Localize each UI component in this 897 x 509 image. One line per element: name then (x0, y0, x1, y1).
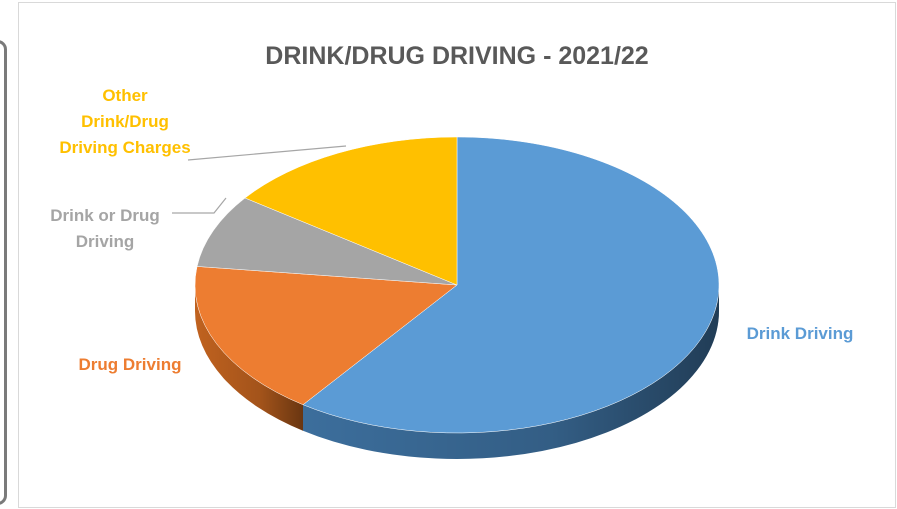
pie-slice-drink-driving (302, 136, 720, 434)
data-label-drink-driving: Drink Driving (747, 324, 854, 343)
pie-slice-other-drink-drug-driving-charges (244, 136, 458, 286)
leader-line-drink-or-drug (172, 197, 227, 214)
data-label-drink-or-drug-driving: Drink or Drug Driving (50, 206, 160, 251)
data-label-drug-driving: Drug Driving (79, 355, 182, 374)
chart-title: DRINK/DRUG DRIVING - 2021/22 (265, 42, 648, 70)
pie-slice-drug-driving (194, 266, 458, 406)
pie-side-shade-1 (195, 285, 304, 431)
leader-line-other (187, 145, 347, 161)
data-label-other-drink-drug-driving-charges: Other Drink/Drug Driving Charges (59, 86, 190, 157)
pie-slice-drink-or-drug-driving (196, 197, 458, 286)
pie-side-shade-0 (303, 285, 719, 459)
